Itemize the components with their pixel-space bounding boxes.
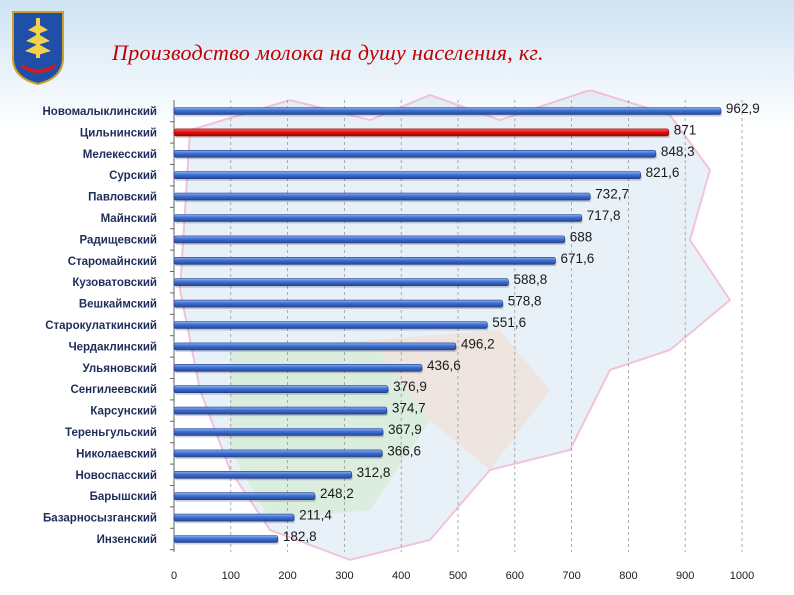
category-label: Ульяновский — [82, 363, 157, 375]
bar — [173, 406, 388, 415]
value-label: 578,8 — [508, 294, 542, 309]
value-label: 821,6 — [646, 165, 680, 180]
category-label: Новомалыклинский — [42, 106, 157, 118]
bar — [173, 171, 641, 179]
category-label: Мелекесский — [83, 149, 157, 161]
x-tick-label: 600 — [506, 570, 524, 582]
value-label: 732,7 — [595, 187, 629, 202]
category-label: Старомайнский — [68, 256, 157, 268]
value-label: 588,8 — [513, 272, 547, 287]
bar — [173, 299, 504, 308]
value-label: 312,8 — [357, 465, 391, 480]
category-label: Павловский — [88, 192, 157, 204]
bar — [173, 492, 316, 501]
bar — [173, 342, 457, 351]
bar — [173, 449, 383, 458]
value-label: 376,9 — [393, 379, 427, 394]
bar — [173, 214, 583, 222]
x-tick-label: 500 — [449, 570, 467, 582]
value-label: 717,8 — [587, 208, 621, 223]
category-label: Кузоватовский — [72, 277, 157, 289]
bar — [173, 428, 384, 436]
value-label: 496,2 — [461, 336, 495, 351]
category-label: Карсунский — [90, 406, 157, 418]
x-tick-label: 0 — [171, 570, 177, 582]
category-label: Сенгилеевский — [70, 384, 157, 396]
category-label: Инзенский — [97, 534, 157, 546]
bar — [173, 192, 591, 201]
x-tick-label: 300 — [335, 570, 353, 582]
x-tick-label: 800 — [619, 570, 637, 582]
x-tick-label: 100 — [222, 570, 240, 582]
value-label: 688 — [570, 229, 593, 244]
x-tick-label: 200 — [278, 570, 296, 582]
x-tick-label: 700 — [562, 570, 580, 582]
bar — [173, 535, 279, 543]
coat-of-arms-emblem — [12, 11, 64, 86]
value-label: 374,7 — [392, 401, 426, 416]
value-label: 671,6 — [560, 251, 594, 266]
value-label: 367,9 — [388, 422, 422, 437]
value-label: 551,6 — [492, 315, 526, 330]
value-label: 436,6 — [427, 358, 461, 373]
x-tick-label: 1000 — [730, 570, 754, 582]
chart-title: Производство молока на душу населения, к… — [112, 40, 544, 65]
value-label: 871 — [674, 122, 697, 137]
category-label: Чердаклинский — [69, 341, 157, 353]
value-label: 366,6 — [387, 443, 421, 458]
value-label: 248,2 — [320, 486, 354, 501]
category-label: Вешкаймский — [79, 299, 157, 311]
category-label: Цильнинский — [80, 127, 157, 139]
category-label: Майнский — [101, 213, 157, 225]
bar-highlighted — [173, 128, 670, 137]
x-tick-label: 400 — [392, 570, 410, 582]
bar — [173, 256, 556, 265]
bar — [173, 235, 566, 244]
bar — [173, 107, 722, 115]
value-label: 962,9 — [726, 101, 760, 116]
category-label: Тереньгульский — [65, 427, 157, 439]
value-label: 182,8 — [283, 529, 317, 544]
category-label: Радищевский — [80, 234, 157, 246]
category-label: Новоспасский — [75, 470, 157, 482]
bar — [173, 321, 488, 329]
bar — [173, 363, 423, 372]
x-tick-label: 900 — [676, 570, 694, 582]
bar — [173, 150, 657, 158]
category-label: Сурский — [109, 170, 157, 182]
bar — [173, 470, 352, 479]
bar — [173, 278, 509, 287]
bar — [173, 385, 389, 394]
value-label: 848,3 — [661, 144, 695, 159]
category-label: Николаевский — [76, 448, 157, 460]
category-label: Базарносызганский — [43, 513, 157, 525]
value-label: 211,4 — [299, 508, 332, 523]
category-label: Барышский — [90, 491, 157, 503]
bar — [173, 513, 295, 522]
category-label: Старокулаткинский — [45, 320, 157, 332]
